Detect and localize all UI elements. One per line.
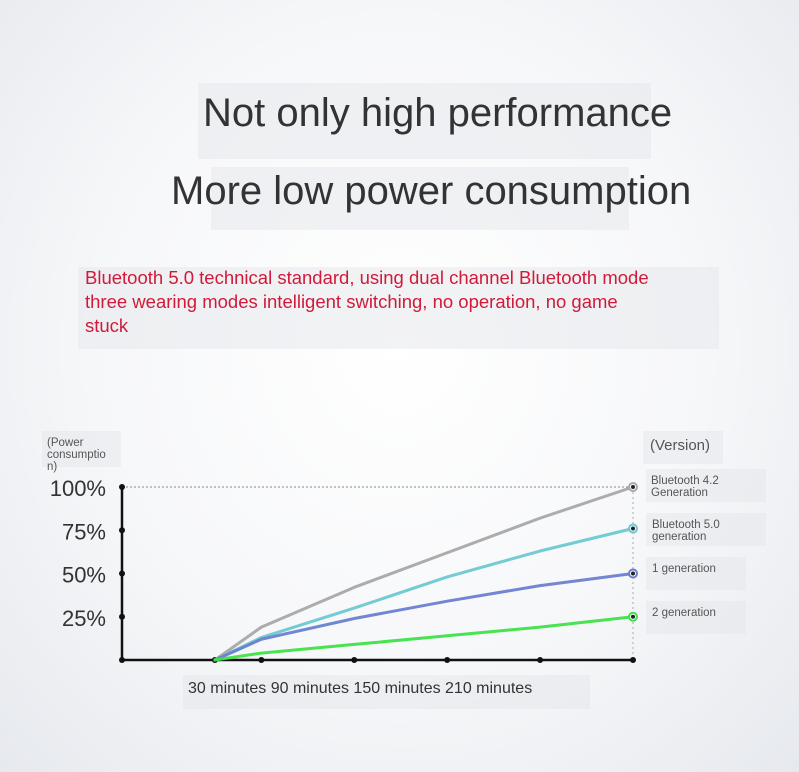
tagline: Bluetooth 5.0 technical standard, using …	[85, 266, 715, 338]
x-tick-dot	[119, 657, 125, 663]
legend-item-1-generation: 1 generation	[652, 563, 716, 575]
legend-label: Generation	[651, 487, 708, 499]
y-axis-title-line-1: (Power	[47, 437, 84, 449]
tagline-line-2: three wearing modes intelligent switchin…	[85, 291, 618, 312]
ylabel-panel	[42, 431, 121, 467]
legend-label: 1 generation	[652, 563, 716, 575]
series-line	[213, 572, 635, 662]
x-tick-dot	[444, 657, 451, 663]
series-end-dot	[631, 485, 635, 489]
legend-item-2-generation: 2 generation	[652, 607, 716, 619]
series-end-dot	[631, 614, 635, 619]
legend-label: generation	[652, 531, 707, 543]
legend-title: (Version)	[650, 437, 711, 454]
y-tick-label: 25%	[62, 606, 106, 631]
x-tick-dot	[537, 657, 544, 663]
headline-panel-1	[198, 83, 651, 159]
headline-subtitle: More low power consumption	[171, 169, 692, 213]
y-tick-label: 50%	[62, 563, 106, 588]
y-tick-label: 100%	[50, 476, 106, 501]
x-tick-dot	[258, 657, 265, 663]
y-axis-title: (Power consumptio n)	[47, 437, 106, 473]
headline-title: Not only high performance	[203, 91, 673, 135]
x-tick-dot	[351, 657, 358, 663]
legend-title-panel	[643, 431, 723, 464]
x-label-panel	[183, 675, 590, 709]
legend-panel-3	[646, 557, 746, 590]
x-tick-dot	[630, 657, 636, 663]
series-line	[213, 527, 635, 662]
series-end-dot	[631, 571, 635, 576]
legend-panel-2	[646, 513, 766, 546]
legend-item-bluetooth-5-0: Bluetooth 5.0 generation	[652, 519, 720, 543]
y-tick-dot	[119, 527, 125, 534]
legend-label: Bluetooth 5.0	[652, 519, 720, 531]
y-tick-dot	[119, 570, 125, 577]
y-tick-dot	[119, 484, 125, 490]
series-end-dot	[631, 526, 635, 531]
series-line	[213, 615, 635, 662]
headline-panel-2	[211, 167, 629, 230]
tagline-line-3: stuck	[85, 315, 129, 336]
legend-label: 2 generation	[652, 607, 716, 619]
legend-panel-4	[646, 601, 746, 634]
legend-panel-1	[646, 469, 766, 502]
y-tick-dot	[119, 613, 125, 620]
y-axis-title-line-3: n)	[47, 461, 58, 473]
tagline-line-1: Bluetooth 5.0 technical standard, using …	[85, 267, 649, 288]
y-tick-label: 75%	[62, 519, 106, 544]
legend-label: Bluetooth 4.2	[651, 475, 719, 487]
x-axis-categories: 30 minutes 90 minutes 150 minutes 210 mi…	[188, 680, 533, 697]
y-axis-title-line-2: consumptio	[47, 449, 106, 461]
legend-item-bluetooth-4-2: Bluetooth 4.2 Generation	[651, 475, 719, 499]
tagline-panel	[78, 267, 719, 349]
series-line	[213, 485, 635, 662]
